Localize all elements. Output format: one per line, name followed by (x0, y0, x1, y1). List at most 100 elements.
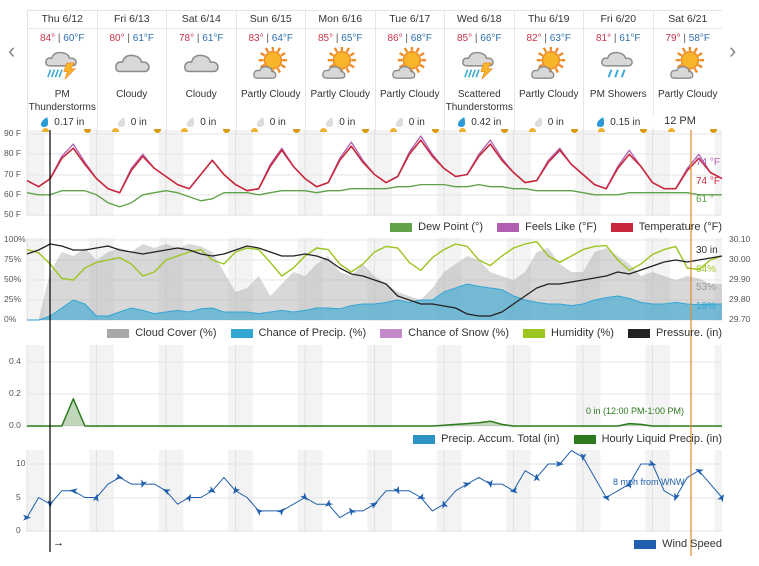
night-band (96, 345, 114, 428)
night-band (444, 450, 462, 532)
day-column[interactable]: Mon 6/16 85° | 65°F Partly Cloudy 0 in (305, 11, 375, 135)
wind-direction-arrow (207, 486, 216, 493)
raindrop-icon (41, 116, 49, 127)
day-column[interactable]: Thu 6/12 84° | 60°F PM Thunderstorms 0.1… (27, 11, 97, 135)
sunset-icon (570, 129, 578, 133)
y-axis-tick: 0.0 (9, 420, 21, 430)
wind-direction-arrow (255, 508, 264, 516)
legend-item[interactable]: Precip. Accum. Total (in) (413, 433, 560, 445)
legend-swatch (380, 328, 403, 338)
condition-label: Scattered Thunderstorms (445, 89, 513, 113)
precip-chance-area (27, 284, 722, 320)
legend-item[interactable]: Pressure. (in) (627, 327, 722, 339)
legend-item[interactable]: Feels Like (°F) (497, 221, 597, 233)
legend-item[interactable]: Hourly Liquid Precip. (in) (573, 433, 722, 445)
night-band (374, 345, 392, 428)
night-band (583, 345, 601, 428)
night-band (89, 450, 97, 532)
temperature-line (26, 139, 723, 194)
precip-amount: 0.42 in (445, 115, 514, 129)
night-band (228, 450, 236, 532)
y-axis-tick: 25% (4, 294, 22, 304)
humidity-value: 64% (696, 264, 717, 275)
legend-item[interactable]: Cloud Cover (%) (107, 327, 217, 339)
cursor-time-label: 12 PM (650, 115, 710, 127)
legend-swatch (413, 434, 436, 444)
pressure-value: 30 in (696, 245, 718, 256)
chart-legend: Precip. Accum. Total (in) Hourly Liquid P… (413, 433, 722, 445)
night-band (235, 450, 253, 532)
precip-value: 0.42 in (471, 116, 502, 128)
night-band (575, 345, 583, 428)
day-column[interactable]: Fri 6/13 80° | 61°F Cloudy 0 in (96, 11, 166, 135)
night-band (374, 450, 392, 532)
night-band (444, 345, 462, 428)
y-axis-tick: 50 F (4, 209, 22, 219)
wind-direction-arrow (647, 459, 657, 466)
low-temp: 64°F (271, 33, 293, 44)
feels-like-value: 74 °F (696, 157, 721, 168)
day-column[interactable]: Wed 6/18 85° | 66°F Scattered Thundersto… (444, 11, 514, 135)
humidity-line (26, 240, 723, 281)
legend-item[interactable]: Temperature (°F) (610, 221, 722, 233)
raindrop-icon (326, 116, 334, 127)
wind-direction-arrow (674, 492, 680, 502)
y-axis-tick: 60 F (4, 189, 22, 199)
high-temp: 84° (39, 33, 56, 44)
day-column[interactable]: Sat 6/14 78° | 61°F Cloudy 0 in (166, 11, 236, 135)
night-band (506, 130, 514, 216)
wind-direction-arrow (114, 473, 124, 480)
legend-item[interactable]: Wind Speed (634, 538, 722, 550)
day-column[interactable]: Sun 6/15 83° | 64°F Partly Cloudy 0 in (235, 11, 305, 135)
wind-direction-arrow (417, 493, 426, 499)
hourly-precip-value: 0 in (12:00 PM-1:00 PM) (586, 406, 685, 416)
night-band (583, 130, 601, 216)
legend-swatch (634, 539, 657, 549)
raindrop-icon (117, 116, 125, 127)
y2-axis-tick: 30.10 (729, 234, 751, 244)
night-band (506, 450, 514, 532)
legend-item[interactable]: Dew Point (°) (390, 221, 483, 233)
chevron-left-icon[interactable]: ‹ (8, 38, 16, 63)
night-band (166, 130, 184, 216)
day-temps: 85° | 65°F (317, 33, 363, 44)
day-name: Mon 6/16 (306, 11, 375, 29)
night-band (513, 345, 531, 428)
night-band (27, 130, 45, 216)
legend-swatch (610, 222, 633, 232)
legend-item[interactable]: Chance of Precip. (%) (230, 327, 366, 339)
legend-label: Pressure. (in) (655, 327, 722, 339)
night-band (228, 130, 236, 216)
night-band (436, 130, 444, 216)
sunset-icon (501, 129, 508, 133)
y-axis-tick: 5 (16, 492, 21, 502)
night-band (367, 345, 375, 428)
legend-item[interactable]: Chance of Snow (%) (380, 327, 509, 339)
partly-cloudy-icon (669, 46, 704, 79)
day-column[interactable]: Tue 6/17 86° | 68°F Partly Cloudy 0 in (374, 11, 445, 135)
wind-direction-arrow (393, 485, 400, 495)
chevron-right-icon[interactable]: › (729, 38, 737, 63)
legend-swatch (523, 328, 546, 338)
legend-item[interactable]: Humidity (%) (523, 327, 614, 339)
precip-value: 0 in (547, 116, 564, 128)
raindrop-icon (534, 116, 542, 127)
wind-direction-arrow (555, 460, 564, 467)
high-temp: 82° (526, 33, 542, 44)
legend-label: Dew Point (°) (418, 221, 484, 233)
thunderstorm-icon (45, 51, 78, 80)
wind-direction-arrow (276, 508, 285, 516)
condition-label: Partly Cloudy (310, 89, 370, 100)
day-name: Tue 6/17 (375, 11, 444, 29)
precip-value: 0 in (269, 116, 286, 128)
day-column[interactable]: Fri 6/20 81° | 61°F PM Showers 0.15 in (583, 11, 653, 135)
precip-amount: 0 in (376, 115, 445, 129)
dew-point-value: 61 ° (696, 194, 714, 205)
day-column[interactable]: Thu 6/19 82° | 63°F Partly Cloudy 0 in (513, 11, 583, 135)
now-wind-direction-icon: → (53, 537, 64, 549)
night-band (367, 130, 375, 216)
night-band (235, 130, 253, 216)
wind-direction-arrow (69, 488, 78, 495)
legend-label: Chance of Snow (%) (408, 327, 510, 339)
